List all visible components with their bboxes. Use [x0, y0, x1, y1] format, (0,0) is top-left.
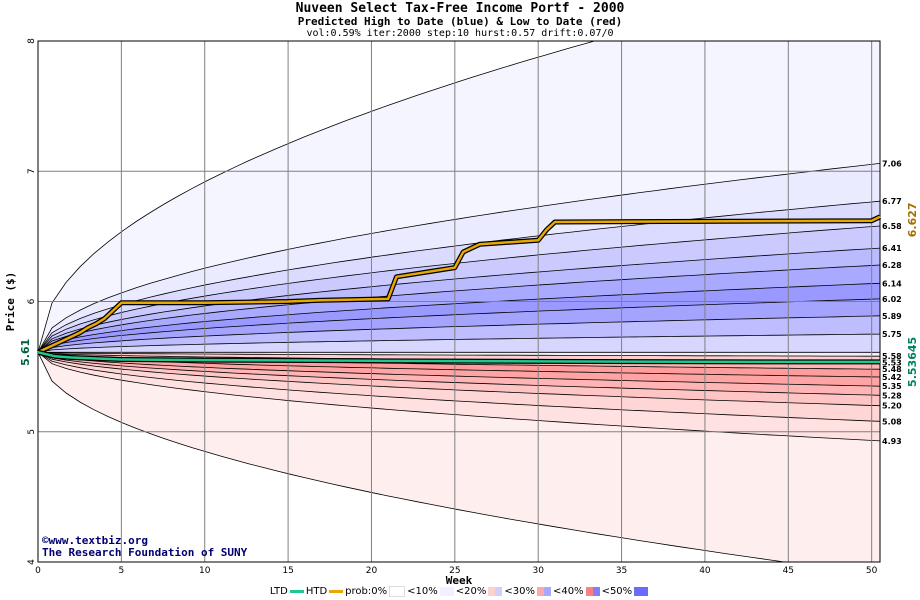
x-tick-label-40: 40 [699, 566, 711, 576]
ltd-end-value-label: 5.53645 [906, 337, 919, 387]
quantile-line-20 [38, 352, 788, 562]
red-band-5 [38, 352, 880, 406]
blue-band-4 [38, 248, 880, 353]
blue-band-9 [38, 334, 880, 353]
band-end-label-15: 5.20 [882, 402, 902, 411]
quantile-line-0 [38, 41, 596, 353]
quantile-line-11 [38, 351, 880, 357]
blue-band-7 [38, 298, 880, 353]
blue-band-6 [38, 283, 880, 353]
y-tick-label-7: 7 [27, 168, 37, 174]
band-end-label-4: 6.28 [882, 261, 902, 270]
y-tick-label-4: 4 [27, 559, 37, 565]
x-tick-label-15: 15 [282, 566, 293, 576]
y-tick-label-5: 5 [27, 429, 37, 435]
x-tick-label-5: 5 [118, 566, 124, 576]
quantile-line-2 [38, 200, 880, 353]
x-tick-label-25: 25 [449, 566, 460, 576]
legend-lt30-label: <30% [504, 586, 535, 597]
band-end-label-9: 5.58 [882, 352, 902, 361]
legend-ltd-swatch [289, 590, 304, 593]
credit-organization: The Research Foundation of SUNY [42, 546, 248, 559]
legend-lt10-label: <10% [407, 586, 438, 597]
band-end-label-12: 5.42 [882, 373, 902, 382]
credit-website: ©www.textbiz.org [42, 534, 148, 547]
quantile-line-7 [38, 298, 880, 353]
legend-ltd-label: LTD [269, 586, 288, 597]
band-end-label-2: 6.58 [882, 222, 902, 231]
x-tick-label-35: 35 [616, 566, 627, 576]
chart-title: Nuveen Select Tax-Free Income Portf - 20… [295, 1, 625, 16]
quantile-line-9 [38, 333, 880, 353]
quantile-line-5 [38, 264, 880, 353]
legend-swatch-40 [585, 587, 600, 596]
htd-end-value-label: 6.627 [906, 202, 919, 237]
legend-swatch-50 [634, 587, 649, 596]
x-tick-label-45: 45 [783, 566, 794, 576]
y-tick-label-6: 6 [27, 298, 37, 304]
legend-swatch-20 [488, 587, 503, 596]
blue-band-3 [38, 226, 880, 353]
legend-swatch-30 [536, 587, 551, 596]
legend-htd-swatch [329, 590, 344, 593]
chart-header: Nuveen Select Tax-Free Income Portf - 20… [0, 1, 920, 40]
band-end-label-11: 5.48 [882, 365, 902, 374]
y-axis-title: Price ($) [4, 272, 17, 332]
plot-border [37, 40, 881, 563]
quantile-line-18 [38, 351, 880, 422]
legend-swatch-10 [439, 587, 454, 596]
chart-legend: LTD HTD prob:0% <10% <20% <30% <40% <50% [0, 586, 920, 598]
quantile-line-16 [38, 351, 880, 396]
blue-band-1 [38, 163, 880, 353]
red-band-6 [38, 352, 880, 422]
x-tick-label-20: 20 [366, 566, 378, 576]
quantile-line-4 [38, 247, 880, 353]
band-end-label-0: 7.06 [882, 159, 902, 168]
red-band-3 [38, 352, 880, 387]
blue-band-5 [38, 265, 880, 353]
quantile-line-17 [38, 351, 880, 407]
legend-htd-label: HTD [305, 586, 328, 597]
start-value-label: 5.61 [19, 339, 32, 366]
center-band [38, 352, 880, 357]
band-end-label-10: 5.53 [882, 359, 902, 368]
band-end-label-3: 6.41 [882, 244, 902, 253]
band-end-label-6: 6.02 [882, 295, 902, 304]
legend-swatch-0 [389, 586, 406, 597]
band-end-label-16: 5.08 [882, 417, 902, 426]
ltd-line [37, 351, 881, 364]
band-end-label-7: 5.89 [882, 312, 902, 321]
x-axis-title: Week [446, 574, 473, 587]
fan-bands [38, 41, 880, 562]
band-end-label-8: 5.75 [882, 330, 902, 339]
x-tick-label-0: 0 [35, 566, 41, 576]
chart-subtitle: Predicted High to Date (blue) & Low to D… [297, 15, 623, 28]
quantile-line-15 [38, 351, 880, 387]
red-band-8 [38, 352, 880, 562]
band-end-label-13: 5.35 [882, 382, 902, 391]
x-tick-label-30: 30 [532, 566, 544, 576]
quantile-line-8 [38, 315, 880, 353]
x-tick-label-10: 10 [199, 566, 211, 576]
legend-lt50-label: <50% [601, 586, 633, 597]
htd-line [37, 215, 881, 354]
simulation-params: vol:0.59% iter:2000 step:10 hurst:0.57 d… [306, 28, 614, 39]
x-tick-label-50: 50 [866, 566, 878, 576]
band-end-label-1: 6.77 [882, 197, 902, 206]
y-tick-label-8: 8 [27, 38, 37, 44]
red-band-7 [38, 352, 880, 441]
blue-band-0 [38, 41, 880, 353]
legend-lt20-label: <20% [455, 586, 487, 597]
blue-band-2 [38, 201, 880, 353]
band-end-label-14: 5.28 [882, 391, 902, 400]
quantile-line-6 [38, 282, 880, 353]
legend-lt40-label: <40% [552, 586, 584, 597]
quantile-line-19 [38, 351, 880, 442]
red-band-4 [38, 352, 880, 396]
legend-prob-label: prob:0% [345, 586, 388, 597]
quantile-line-1 [38, 163, 880, 353]
band-end-label-17: 4.93 [882, 437, 902, 446]
band-end-label-5: 6.14 [882, 279, 902, 288]
